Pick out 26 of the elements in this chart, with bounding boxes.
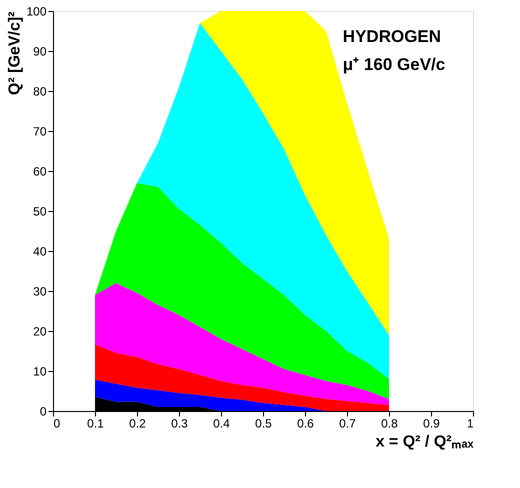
y-tick-label: 30 xyxy=(33,284,47,298)
y-tick-label: 50 xyxy=(33,204,47,218)
x-tick-label: 0.6 xyxy=(297,416,314,430)
annotation: HYDROGEN xyxy=(342,27,442,46)
x-tick-label: 0.9 xyxy=(423,416,440,430)
y-tick-label: 0 xyxy=(40,404,47,418)
y-tick-label: 40 xyxy=(33,244,47,258)
annotation: μ⁺ 160 GeV/c xyxy=(342,55,446,74)
y-tick-label: 10 xyxy=(33,364,47,378)
y-tick-label: 100 xyxy=(26,4,47,18)
x-tick-label: 0 xyxy=(54,416,60,430)
x-axis-title: x = Q² / Q²ₘₐₓ xyxy=(376,434,474,450)
x-tick-label: 0.2 xyxy=(129,416,146,430)
x-tick-label: 0.3 xyxy=(171,416,188,430)
x-tick-label: 0.8 xyxy=(381,416,398,430)
x-tick-label: 0.4 xyxy=(213,416,230,430)
x-tick-label: 0.7 xyxy=(339,416,356,430)
y-tick-label: 80 xyxy=(33,84,47,98)
x-tick-label: 0.1 xyxy=(87,416,104,430)
y-tick-label: 70 xyxy=(33,124,47,138)
y-tick-label: 20 xyxy=(33,324,47,338)
y-tick-label: 60 xyxy=(33,164,47,178)
y-axis-title: Q² [GeV/c]² xyxy=(6,12,24,96)
x-tick-label: 1 xyxy=(466,416,474,430)
x-tick-label: 0.5 xyxy=(255,416,272,430)
y-tick-label: 90 xyxy=(33,44,47,58)
